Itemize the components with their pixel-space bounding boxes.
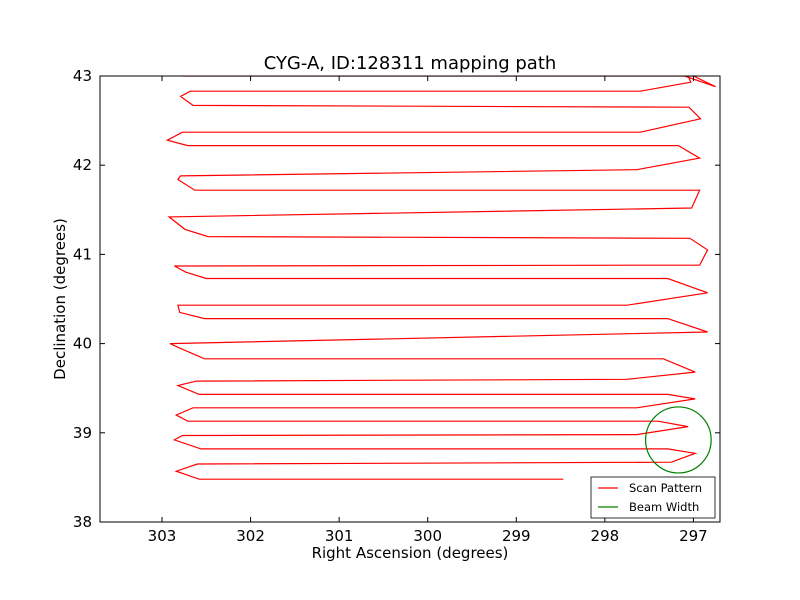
y-tick-label: 39 [73, 424, 92, 442]
scan-pattern-layer [165, 76, 716, 480]
y-axis-ticks: 38 39 40 41 42 43 [73, 67, 720, 531]
x-tick-label: 301 [325, 527, 354, 545]
beam-width-circle [644, 406, 712, 474]
plot-area [100, 76, 720, 522]
y-tick-label: 43 [73, 67, 92, 85]
y-axis-label: Declination (degrees) [51, 218, 69, 380]
x-tick-label: 302 [236, 527, 265, 545]
y-tick-label: 41 [73, 245, 92, 263]
x-tick-label: 298 [591, 527, 620, 545]
legend-label-beam-width: Beam Width [629, 500, 699, 514]
beam-width-layer [644, 406, 712, 474]
scan-pattern-line [165, 76, 716, 480]
chart-title: CYG-A, ID:128311 mapping path [264, 53, 557, 74]
legend-label-scan-pattern: Scan Pattern [629, 481, 702, 495]
legend: Scan Pattern Beam Width [590, 476, 716, 519]
y-tick-label: 40 [73, 335, 92, 353]
x-tick-label: 300 [413, 527, 442, 545]
x-tick-label: 299 [502, 527, 531, 545]
x-axis-label: Right Ascension (degrees) [312, 544, 509, 562]
x-tick-label: 303 [148, 527, 177, 545]
y-tick-label: 42 [73, 156, 92, 174]
plot-frame [99, 75, 721, 523]
x-tick-label: 297 [679, 527, 708, 545]
x-axis-ticks: 303 302 301 300 299 298 297 [148, 76, 708, 545]
legend-box [590, 476, 716, 519]
y-tick-label: 38 [73, 513, 92, 531]
